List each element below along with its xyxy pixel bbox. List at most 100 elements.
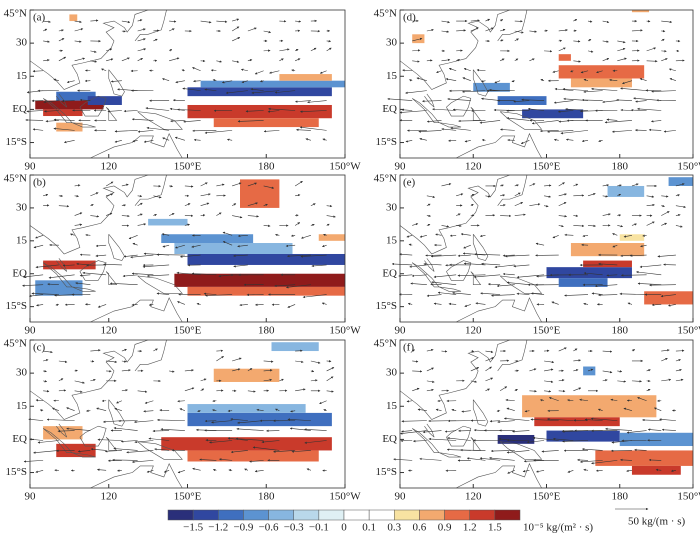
flux-arrow: [499, 386, 508, 392]
y-tick-label: 30: [16, 37, 28, 49]
x-tick-label: 150°E: [174, 161, 202, 173]
flux-arrow: [544, 368, 554, 372]
flux-arrow: [156, 292, 170, 295]
flux-arrow: [552, 437, 574, 441]
flux-arrow: [646, 369, 651, 372]
flux-arrow: [500, 39, 504, 42]
x-tick-label: 90: [395, 325, 407, 337]
flux-arrow: [602, 350, 613, 353]
anomaly-shading: [187, 286, 345, 296]
flux-arrow: [494, 80, 501, 84]
flux-arrow: [145, 107, 170, 111]
anomaly-shading: [570, 78, 632, 88]
flux-arrow: [591, 87, 618, 91]
flux-arrow: [582, 234, 589, 238]
flux-arrow: [661, 58, 668, 62]
y-tick-label: EQ: [12, 433, 27, 445]
flux-arrow: [587, 20, 593, 23]
flux-arrow: [176, 271, 201, 276]
flux-arrow: [131, 460, 154, 464]
flux-arrow: [310, 47, 317, 52]
flux-arrow: [450, 127, 471, 131]
colorbar-label: 0: [341, 522, 347, 534]
flux-arrow: [290, 410, 296, 413]
y-tick-label: 15: [386, 70, 398, 82]
y-tick-label: 15: [16, 234, 28, 246]
map-panel: (f) 90 120 150°E 180 150°W 45°N 30 15 EQ 15°S: [374, 338, 700, 503]
flux-arrow: [294, 180, 303, 187]
flux-arrow: [319, 400, 327, 405]
anomaly-shading: [570, 243, 645, 257]
flux-arrow: [184, 387, 195, 392]
flux-arrow: [79, 274, 91, 277]
flux-arrow: [290, 234, 296, 237]
anomaly-shading: [187, 87, 332, 97]
flux-arrow: [216, 183, 225, 187]
flux-arrow: [606, 274, 618, 277]
y-tick-label: 45°N: [4, 338, 27, 350]
flux-arrow: [661, 378, 672, 382]
flux-arrow: [464, 304, 471, 307]
flux-arrow: [295, 194, 301, 197]
flux-arrow: [547, 130, 574, 133]
flux-arrow: [204, 130, 233, 134]
flux-arrow: [481, 97, 501, 101]
flux-arrow: [463, 244, 471, 249]
flux-arrow: [310, 223, 315, 227]
flux-arrow: [53, 118, 75, 121]
y-tick-label: 15°S: [375, 300, 397, 312]
flux-arrow: [558, 47, 566, 52]
flux-arrow: [200, 214, 206, 217]
flux-arrow: [307, 100, 327, 104]
flux-arrow: [562, 87, 589, 91]
flux-arrow: [399, 110, 427, 114]
flux-arrow: [121, 369, 131, 372]
flux-arrow: [426, 203, 431, 206]
flux-arrow: [53, 127, 75, 131]
coastline: [438, 286, 462, 292]
coastline: [446, 425, 472, 447]
flux-arrow: [43, 40, 50, 43]
flux-arrow: [247, 368, 253, 372]
flux-arrow: [121, 183, 129, 187]
flux-arrow: [245, 110, 264, 113]
flux-arrow: [121, 214, 130, 218]
flux-arrow: [612, 244, 618, 248]
flux-arrow: [445, 77, 457, 81]
flux-arrow: [305, 138, 311, 141]
anomaly-shading: [43, 426, 83, 440]
flux-arrow: [640, 244, 647, 248]
flux-arrow: [35, 235, 44, 239]
flux-arrow: [249, 460, 264, 463]
anomaly-shading: [174, 243, 293, 254]
flux-arrow: [230, 450, 248, 454]
flux-arrow: [448, 302, 457, 306]
flux-arrow: [470, 203, 474, 207]
flux-arrow: [497, 420, 515, 424]
flux-arrow: [419, 457, 442, 461]
flux-arrow: [117, 469, 122, 472]
flux-arrow: [106, 58, 114, 62]
flux-arrow: [179, 254, 201, 258]
flux-arrow: [123, 254, 138, 258]
flux-arrow: [590, 417, 618, 421]
flux-arrow: [143, 410, 154, 413]
flux-arrow: [610, 398, 618, 402]
flux-arrow: [598, 293, 618, 297]
flux-arrow: [114, 140, 122, 143]
flux-arrow: [279, 48, 290, 52]
flux-arrow: [499, 19, 504, 22]
flux-arrow: [58, 29, 64, 32]
anomaly-shading: [583, 260, 632, 268]
flux-arrow: [476, 68, 486, 72]
flux-arrow: [74, 369, 78, 372]
flux-arrow: [675, 378, 684, 382]
flux-arrow: [247, 27, 257, 32]
flux-arrow: [620, 87, 647, 91]
flux-arrow: [581, 447, 603, 451]
y-tick-label: EQ: [12, 103, 27, 115]
flux-arrow: [137, 58, 143, 62]
anomaly-shading: [631, 10, 650, 13]
flux-arrow: [419, 235, 427, 238]
flux-arrow: [587, 39, 592, 42]
